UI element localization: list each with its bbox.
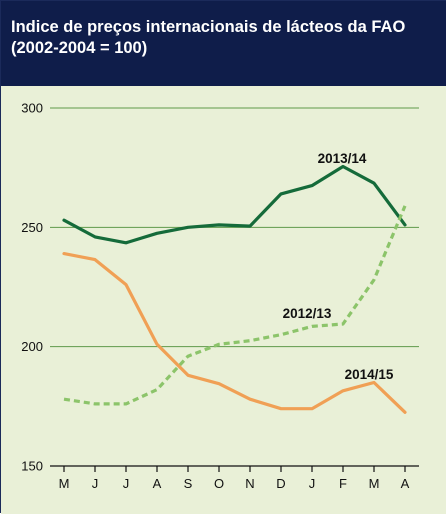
series-label-2013-14: 2013/14	[318, 151, 367, 166]
x-tick-label-5: O	[214, 476, 224, 491]
x-tick-label-0: M	[59, 476, 70, 491]
y-tick-label-200: 200	[21, 339, 43, 354]
series-line-2012-13	[63, 205, 407, 406]
x-tick-label-9: F	[339, 476, 347, 491]
y-tick-label-150: 150	[21, 459, 43, 474]
x-tick-label-8: J	[309, 476, 316, 491]
y-tick-label-300: 300	[21, 101, 43, 116]
chart-header: Indice de preços internacionais de lácte…	[1, 1, 446, 86]
x-tick-label-4: S	[184, 476, 193, 491]
x-tick-label-7: D	[276, 476, 285, 491]
series-label-2014-15: 2014/15	[345, 367, 394, 382]
title-line-2: (2002-2004 = 100)	[11, 39, 148, 57]
x-tick-label-2: J	[123, 476, 130, 491]
x-tick-label-6: N	[245, 476, 254, 491]
chart-title: Indice de preços internacionais de lácte…	[11, 17, 431, 59]
x-tick-label-1: J	[92, 476, 99, 491]
y-tick-label-250: 250	[21, 220, 43, 235]
series-line-2014-15	[62, 252, 407, 414]
title-line-1: Indice de preços internacionais de lácte…	[11, 18, 406, 36]
plot-panel	[1, 86, 446, 514]
x-tick-label-11: A	[401, 476, 410, 491]
x-tick-label-3: A	[153, 476, 162, 491]
x-tick-label-10: M	[369, 476, 380, 491]
series-label-2012-13: 2012/13	[283, 306, 332, 321]
series-line-2013-14	[62, 164, 407, 245]
line-chart: 150 200 250 300 M J J A S O N D J F M A 2013/14 2012/13 20…	[21, 101, 419, 491]
